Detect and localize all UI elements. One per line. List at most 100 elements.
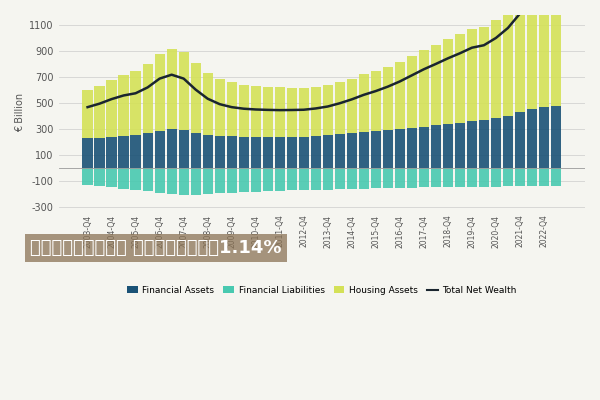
- Total Net Wealth: [252, 107, 259, 112]
- Bar: [455, 123, 465, 168]
- Total Net Wealth: [192, 87, 199, 92]
- Bar: [118, 75, 128, 136]
- Bar: [143, 168, 153, 191]
- Bar: [275, 137, 285, 168]
- Bar: [215, 168, 225, 194]
- Bar: [491, 168, 501, 186]
- Bar: [251, 137, 261, 168]
- Bar: [155, 54, 165, 130]
- Bar: [503, 116, 513, 168]
- Total Net Wealth: [517, 11, 524, 16]
- Bar: [455, 168, 465, 187]
- Bar: [407, 128, 417, 168]
- Bar: [347, 78, 357, 133]
- Total Net Wealth: [336, 101, 343, 106]
- Bar: [371, 71, 381, 131]
- Total Net Wealth: [481, 43, 488, 48]
- Bar: [82, 138, 92, 168]
- Total Net Wealth: [228, 105, 235, 110]
- Total Net Wealth: [300, 107, 307, 112]
- Bar: [94, 138, 104, 168]
- Bar: [94, 168, 104, 186]
- Bar: [167, 129, 177, 168]
- Bar: [335, 134, 345, 168]
- Bar: [479, 168, 489, 187]
- Bar: [94, 86, 104, 138]
- Bar: [106, 137, 116, 168]
- Bar: [515, 112, 525, 168]
- Bar: [239, 168, 249, 192]
- Bar: [407, 168, 417, 188]
- Bar: [359, 132, 369, 168]
- Bar: [359, 74, 369, 132]
- Total Net Wealth: [324, 104, 331, 109]
- Bar: [503, 10, 513, 116]
- Bar: [275, 168, 285, 191]
- Total Net Wealth: [408, 73, 415, 78]
- Bar: [191, 133, 201, 168]
- Bar: [191, 168, 201, 195]
- Bar: [118, 168, 128, 189]
- Bar: [359, 168, 369, 189]
- Bar: [335, 82, 345, 134]
- Total Net Wealth: [468, 45, 475, 50]
- Bar: [311, 136, 321, 168]
- Total Net Wealth: [96, 101, 103, 106]
- Bar: [407, 56, 417, 128]
- Bar: [431, 168, 441, 187]
- Bar: [383, 67, 393, 130]
- Bar: [371, 131, 381, 168]
- Total Net Wealth: [168, 72, 175, 77]
- Line: Total Net Wealth: Total Net Wealth: [88, 0, 556, 110]
- Bar: [443, 39, 453, 124]
- Total Net Wealth: [204, 96, 211, 101]
- Bar: [371, 168, 381, 188]
- Bar: [479, 27, 489, 120]
- Total Net Wealth: [432, 62, 439, 66]
- Bar: [263, 87, 273, 137]
- Bar: [106, 80, 116, 137]
- Bar: [551, 168, 561, 186]
- Total Net Wealth: [384, 84, 391, 89]
- Total Net Wealth: [493, 36, 500, 40]
- Bar: [311, 87, 321, 136]
- Bar: [383, 168, 393, 188]
- Bar: [143, 133, 153, 168]
- Total Net Wealth: [360, 92, 367, 97]
- Bar: [130, 168, 141, 190]
- Text: 正规配资平台哪里好 苹果主力合约收跌1.14%: 正规配资平台哪里好 苹果主力合约收跌1.14%: [30, 239, 281, 257]
- Bar: [503, 168, 513, 186]
- Bar: [191, 63, 201, 133]
- Total Net Wealth: [505, 26, 512, 30]
- Bar: [323, 168, 333, 190]
- Bar: [335, 168, 345, 189]
- Bar: [383, 130, 393, 168]
- Bar: [130, 72, 141, 135]
- Bar: [395, 62, 405, 129]
- Bar: [287, 137, 297, 168]
- Bar: [515, 168, 525, 186]
- Total Net Wealth: [132, 91, 139, 96]
- Bar: [491, 118, 501, 168]
- Bar: [551, 106, 561, 168]
- Bar: [227, 136, 237, 168]
- Bar: [419, 168, 429, 187]
- Bar: [539, 0, 549, 107]
- Bar: [419, 50, 429, 127]
- Total Net Wealth: [288, 108, 295, 112]
- Bar: [179, 52, 189, 130]
- Total Net Wealth: [84, 105, 91, 110]
- Bar: [155, 130, 165, 168]
- Total Net Wealth: [372, 89, 379, 94]
- Bar: [467, 121, 477, 168]
- Bar: [275, 88, 285, 137]
- Bar: [431, 45, 441, 125]
- Total Net Wealth: [312, 106, 319, 111]
- Y-axis label: € Billion: € Billion: [15, 93, 25, 132]
- Total Net Wealth: [444, 56, 451, 61]
- Bar: [455, 34, 465, 123]
- Bar: [323, 135, 333, 168]
- Bar: [130, 135, 141, 168]
- Bar: [527, 109, 537, 168]
- Bar: [227, 168, 237, 193]
